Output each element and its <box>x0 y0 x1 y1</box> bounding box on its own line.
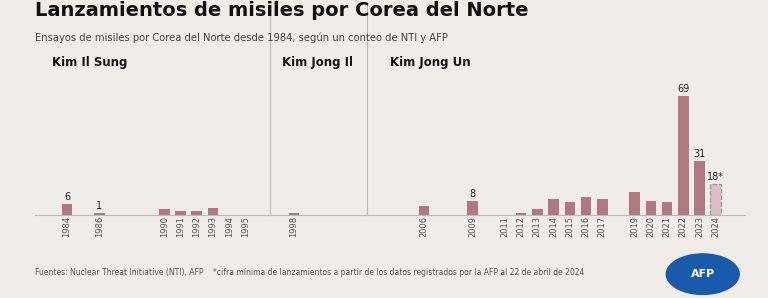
Bar <box>630 192 640 215</box>
Bar <box>597 199 607 215</box>
Bar <box>159 209 170 215</box>
Text: 69: 69 <box>677 84 690 94</box>
Text: 6: 6 <box>64 193 70 202</box>
Bar <box>710 184 721 215</box>
Bar <box>710 184 721 215</box>
Bar <box>564 202 575 215</box>
Bar <box>548 199 559 215</box>
Bar <box>662 202 672 215</box>
Bar <box>94 213 104 215</box>
Text: 31: 31 <box>694 149 706 159</box>
Text: AFP: AFP <box>690 269 715 279</box>
Bar <box>581 197 591 215</box>
Ellipse shape <box>666 254 739 294</box>
Bar <box>532 209 543 215</box>
Bar <box>646 201 656 215</box>
Text: 8: 8 <box>469 189 475 199</box>
Bar <box>191 211 202 215</box>
Bar <box>694 161 705 215</box>
Text: 1: 1 <box>96 201 102 211</box>
Text: Kim Jong Il: Kim Jong Il <box>282 56 353 69</box>
Bar <box>289 213 300 215</box>
Text: Kim Il Sung: Kim Il Sung <box>52 56 127 69</box>
Text: Lanzamientos de misiles por Corea del Norte: Lanzamientos de misiles por Corea del No… <box>35 1 528 21</box>
Text: Fuentes: Nuclear Threat Initiative (NTI), AFP    *cifra mínima de lanzamientos a: Fuentes: Nuclear Threat Initiative (NTI)… <box>35 268 584 277</box>
Bar <box>516 213 526 215</box>
Text: Ensayos de misiles por Corea del Norte desde 1984, según un conteo de NTI y AFP: Ensayos de misiles por Corea del Norte d… <box>35 33 448 43</box>
Bar <box>175 211 186 215</box>
Bar <box>467 201 478 215</box>
Text: Kim Jong Un: Kim Jong Un <box>390 56 471 69</box>
Bar <box>207 208 218 215</box>
Text: 18*: 18* <box>707 172 724 182</box>
Bar <box>678 96 689 215</box>
Bar <box>419 206 429 215</box>
Bar <box>61 204 72 215</box>
